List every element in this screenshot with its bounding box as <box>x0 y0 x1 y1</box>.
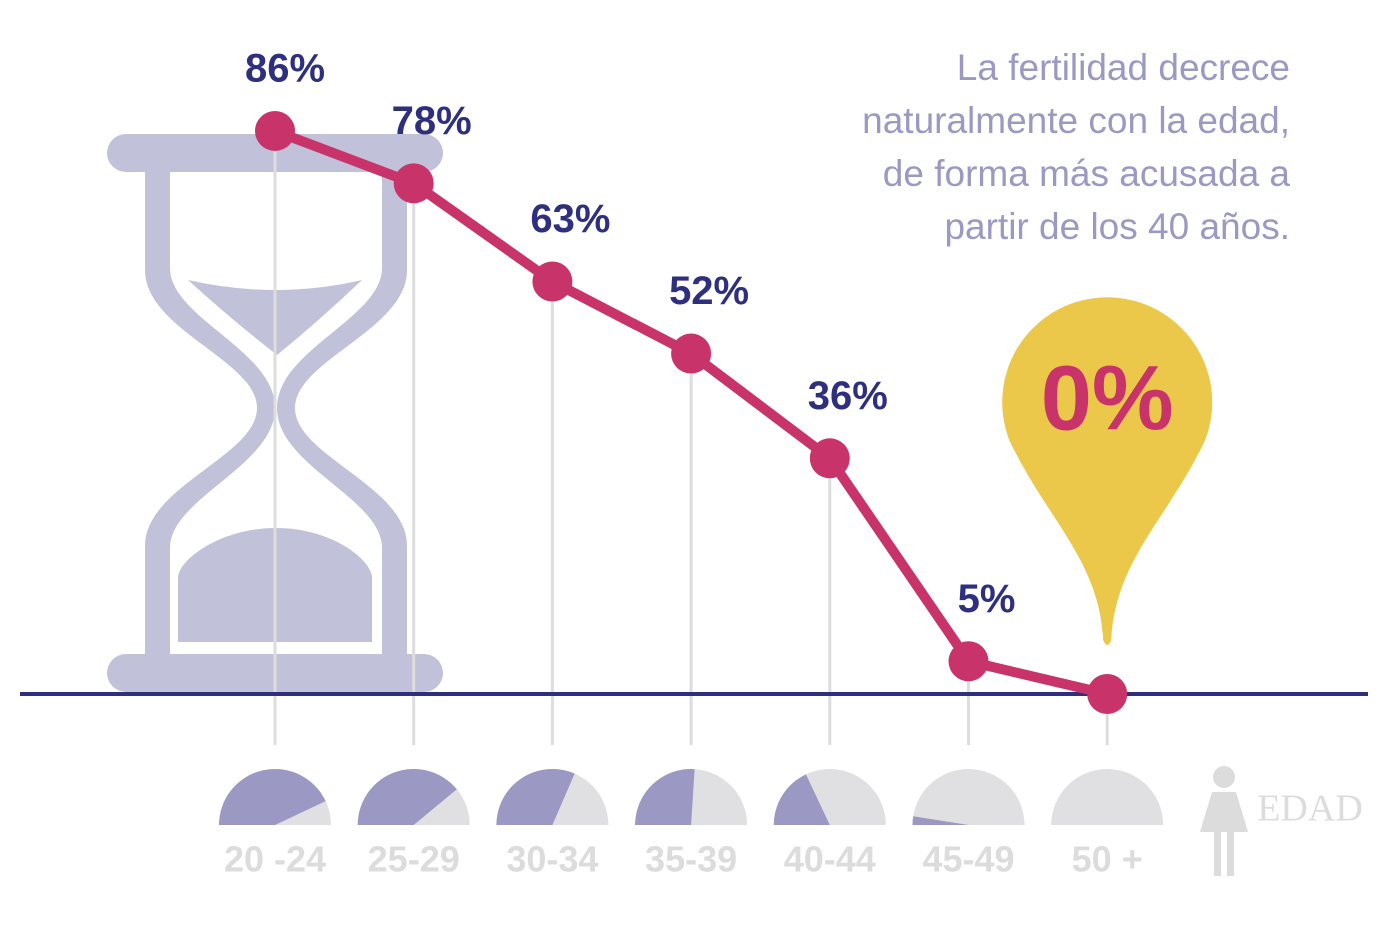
value-label: 0% <box>1041 347 1174 449</box>
value-label: 36% <box>808 374 888 418</box>
x-tick-label: 35-39 <box>645 839 737 880</box>
point <box>532 262 572 302</box>
point <box>949 641 989 681</box>
annotation: La fertilidad decrece <box>957 47 1290 88</box>
gauge-rest <box>913 769 1025 825</box>
annotation: de forma más acusada a <box>883 153 1291 194</box>
x-tick-label: 20 -24 <box>224 839 326 880</box>
annotation: partir de los 40 años. <box>944 206 1290 247</box>
value-label: 78% <box>392 99 472 143</box>
x-tick-label: 25-29 <box>368 839 460 880</box>
x-tick-label: 50 + <box>1072 839 1143 880</box>
x-axis-label: EDAD <box>1257 788 1363 830</box>
gauge <box>635 769 695 825</box>
x-tick-label: 45-49 <box>922 839 1014 880</box>
woman-icon <box>1200 766 1248 876</box>
point <box>394 163 434 203</box>
point <box>810 438 850 478</box>
x-tick-label: 30-34 <box>506 839 598 880</box>
annotation: naturalmente con la edad, <box>862 100 1290 141</box>
x-tick-label: 40-44 <box>784 839 876 880</box>
value-label: 5% <box>958 577 1016 621</box>
value-label: 63% <box>530 197 610 241</box>
value-label: 86% <box>245 47 325 91</box>
chart: EDAD La fertilidad decrece naturalmente c… <box>0 0 1378 937</box>
gauge-rest <box>1051 769 1163 825</box>
point <box>671 334 711 374</box>
point <box>255 111 295 151</box>
value-label: 52% <box>669 269 749 313</box>
point <box>1087 674 1127 714</box>
